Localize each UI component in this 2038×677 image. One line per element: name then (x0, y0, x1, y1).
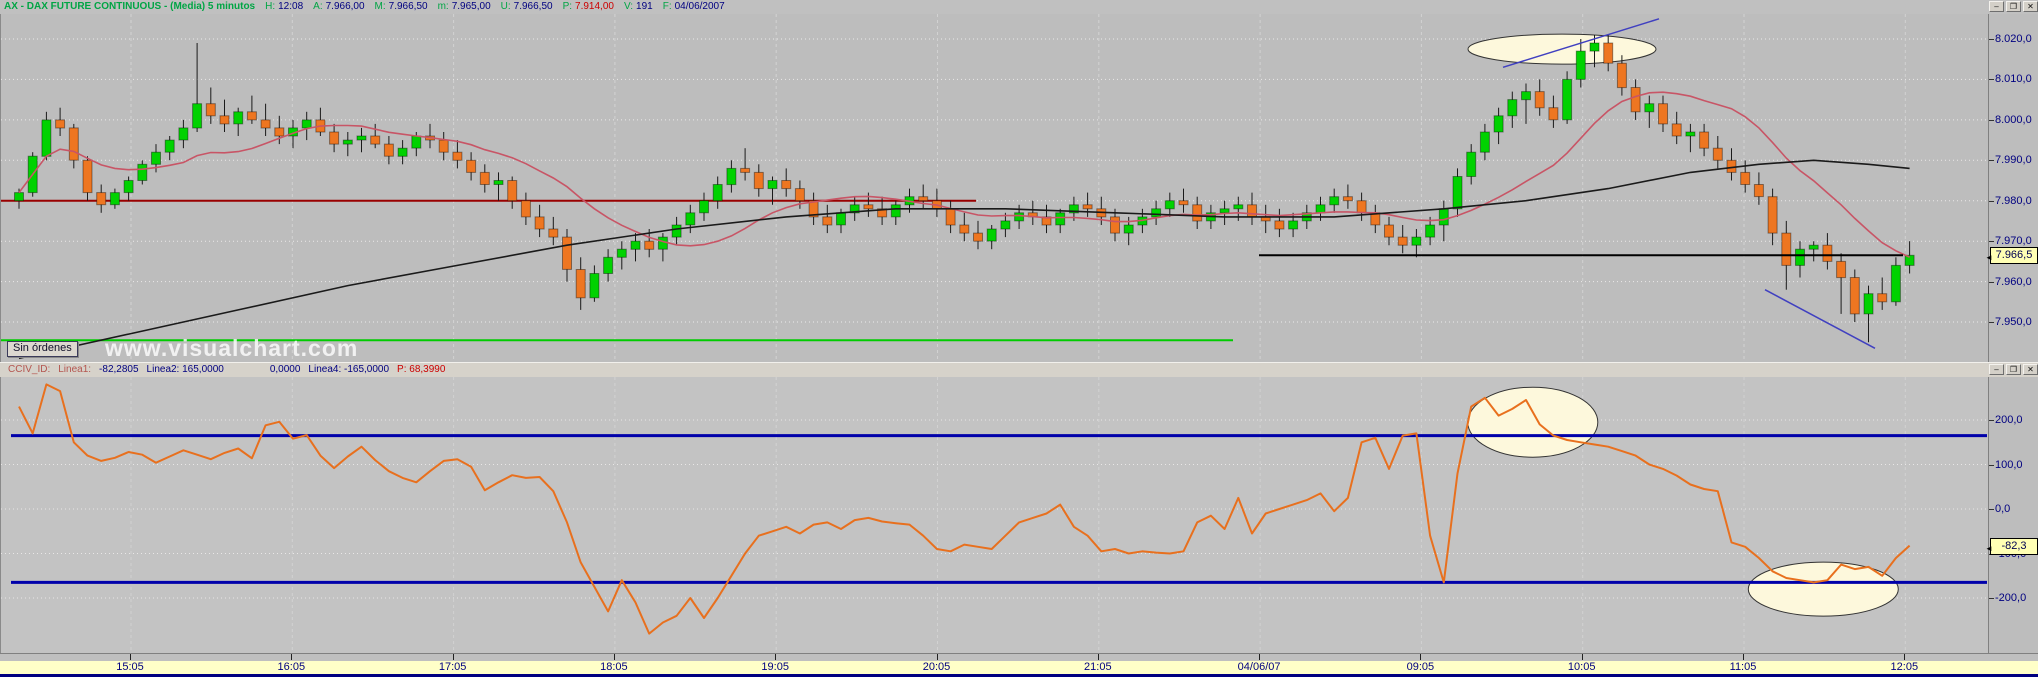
axis-tick-label: 7.970,0 (1995, 235, 2032, 248)
restore-button[interactable]: ❐ (2006, 1, 2021, 12)
axis-tick (1989, 420, 1994, 421)
time-tick (775, 654, 777, 660)
candlestick-chart[interactable] (1, 14, 1989, 362)
time-label: 04/06/07 (1237, 661, 1281, 673)
quote-field: P: 7.914,00 (562, 1, 614, 12)
time-label: 18:05 (600, 661, 628, 673)
time-label: 10:05 (1567, 661, 1596, 673)
time-axis-ticks[interactable] (0, 653, 2038, 662)
axis-tick-label: -200,0 (1995, 592, 2027, 604)
axis-tick (1989, 281, 1994, 283)
cci-value-tag: -82,3 ◄ (1985, 537, 2038, 555)
time-tick (1420, 654, 1422, 660)
axis-tick (1989, 160, 1994, 162)
quote-field: A: 7.966,00 (313, 1, 365, 12)
axis-tick (1989, 39, 1994, 40)
time-label: 19:05 (761, 661, 789, 673)
window-controls-price: – ❐ ✕ (1989, 1, 2038, 12)
time-label: 11:05 (1729, 661, 1757, 673)
price-tag-arrow-icon: ◄ (1985, 543, 1993, 553)
bottom-border-bar (0, 674, 2038, 677)
axis-tick-label: 8.000,0 (1995, 113, 2032, 126)
quote-field: M: 7.966,50 (374, 1, 428, 12)
sin-ordenes-button[interactable]: Sin órdenes (7, 341, 78, 357)
price-axis[interactable]: 8.020,0 8.010,0 8.000,0 7.990,0 7.980,0 7.970… (1985, 14, 2038, 362)
indicator-line1-label: Linea1: (58, 364, 92, 375)
indicator-line4: Linea4: -165,0000 (308, 364, 390, 375)
time-label: 15:05 (116, 661, 144, 673)
axis-tick-label: 100,0 (1995, 458, 2023, 471)
time-tick (1259, 654, 1261, 660)
time-tick (1097, 654, 1099, 660)
window-controls-indicator: – ❐ ✕ (1989, 364, 2038, 375)
time-label: 12:05 (1890, 661, 1919, 673)
time-axis-labels[interactable]: 15:05 16:05 17:05 18:05 19:05 20:05 21:05 04/06… (0, 661, 2038, 674)
indicator-p-value: P: 68,3990 (397, 364, 446, 375)
restore-button[interactable]: ❐ (2006, 364, 2021, 375)
time-tick (452, 654, 454, 660)
quote-field: H: 12:08 (265, 1, 304, 12)
axis-tick-label: 7.980,0 (1995, 194, 2032, 207)
symbol-title: AX - DAX FUTURE CONTINUOUS - (Media) 5 m… (4, 1, 256, 12)
indicator-line3-value: 0,0000 (269, 364, 301, 375)
time-tick (1581, 654, 1583, 660)
axis-tick-label: 0,0 (1995, 503, 2011, 515)
quote-field: F: 04/06/2007 (662, 1, 725, 12)
axis-tick (1989, 119, 1994, 121)
axis-tick (1989, 598, 1994, 599)
time-tick (1743, 654, 1744, 660)
indicator-line2: Linea2: 165,0000 (146, 364, 224, 375)
axis-tick-label: 7.990,0 (1995, 154, 2032, 167)
axis-tick-label: 8.020,0 (1995, 33, 2032, 45)
minimize-button[interactable]: – (1989, 1, 2004, 12)
quote-field: V: 191 (623, 1, 653, 12)
time-label: 21:05 (1084, 661, 1112, 673)
last-price-tag: 7.966,5 ◄ (1985, 247, 2038, 265)
axis-tick (1989, 322, 1994, 323)
cci-indicator-plot[interactable] (0, 377, 1989, 653)
minimize-button[interactable]: – (1989, 364, 2004, 375)
time-tick (130, 654, 131, 660)
time-label: 09:05 (1406, 661, 1435, 673)
time-label: 17:05 (438, 661, 467, 673)
axis-tick-label: 7.950,0 (1995, 316, 2032, 328)
visualchart-watermark: www.visualchart.com (105, 335, 359, 361)
axis-tick (1989, 241, 1994, 243)
axis-tick (1989, 200, 1994, 202)
chart-title-bar: AX - DAX FUTURE CONTINUOUS - (Media) 5 m… (0, 0, 2038, 15)
indicator-line1-value: -82,2805 (99, 364, 139, 375)
axis-tick (1989, 464, 1994, 466)
time-label: 20:05 (922, 661, 951, 673)
close-button[interactable]: ✕ (2023, 1, 2038, 12)
price-chart-plot[interactable]: Sin órdenes www.visualchart.com (0, 14, 1989, 362)
price-tag-arrow-icon: ◄ (1985, 253, 1993, 263)
axis-tick (1989, 79, 1994, 81)
close-button[interactable]: ✕ (2023, 364, 2038, 375)
time-label: 16:05 (277, 661, 306, 673)
time-tick (291, 654, 293, 660)
indicator-name: CCIV_ID: (8, 364, 51, 375)
axis-tick-label: 7.960,0 (1995, 275, 2032, 288)
axis-tick-label: 8.010,0 (1995, 73, 2032, 86)
quote-field: U: 7.966,50 (500, 1, 553, 12)
time-tick (936, 654, 938, 660)
time-tick (1904, 654, 1906, 660)
axis-tick (1989, 509, 1994, 510)
quote-fields: H: 12:08 A: 7.966,00 M: 7.966,50 m: 7.965,00 U: 7… (255, 1, 725, 12)
axis-tick-label: 200,0 (1995, 414, 2023, 426)
time-tick (613, 654, 615, 660)
cci-chart[interactable] (1, 377, 1989, 653)
quote-field: m: 7.965,00 (437, 1, 491, 12)
